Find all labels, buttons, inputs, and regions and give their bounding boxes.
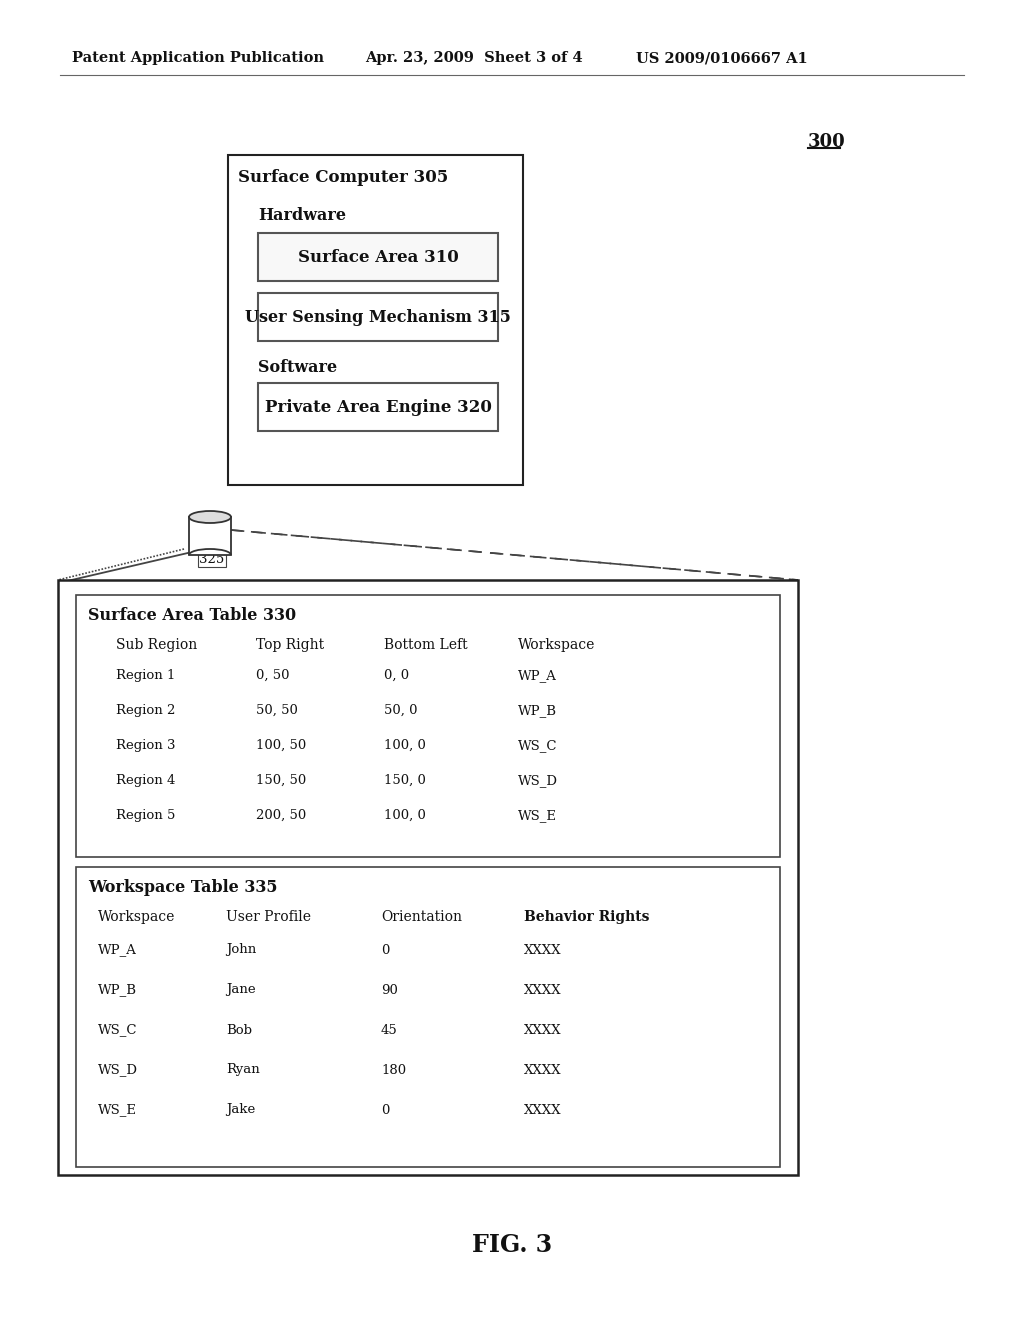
Text: 150, 50: 150, 50 <box>256 774 306 787</box>
Bar <box>189 517 231 554</box>
Text: WP_B: WP_B <box>98 983 137 997</box>
Text: Surface Computer 305: Surface Computer 305 <box>238 169 449 186</box>
Bar <box>258 234 498 281</box>
Text: Surface Area Table 330: Surface Area Table 330 <box>88 606 296 623</box>
Text: Workspace: Workspace <box>518 638 595 652</box>
Text: Behavior Rights: Behavior Rights <box>524 909 649 924</box>
Text: Jake: Jake <box>226 1104 255 1117</box>
Text: Sub Region: Sub Region <box>116 638 198 652</box>
Text: XXXX: XXXX <box>524 1104 561 1117</box>
Text: Ryan: Ryan <box>226 1064 260 1077</box>
Text: Workspace: Workspace <box>98 909 175 924</box>
Text: User Profile: User Profile <box>226 909 311 924</box>
Text: Bottom Left: Bottom Left <box>384 638 468 652</box>
Text: Surface Area 310: Surface Area 310 <box>298 248 459 265</box>
Text: WS_E: WS_E <box>98 1104 137 1117</box>
Text: Jane: Jane <box>226 983 256 997</box>
Text: WP_B: WP_B <box>518 704 557 717</box>
Text: Region 4: Region 4 <box>116 774 175 787</box>
Bar <box>58 579 798 1175</box>
Text: Hardware: Hardware <box>258 206 346 223</box>
Bar <box>228 154 523 484</box>
Text: Bob: Bob <box>226 1023 252 1036</box>
Text: 45: 45 <box>381 1023 397 1036</box>
Text: Region 1: Region 1 <box>116 669 175 682</box>
Text: FIG. 3: FIG. 3 <box>472 1233 552 1257</box>
Bar <box>258 293 498 341</box>
Text: XXXX: XXXX <box>524 944 561 957</box>
Text: US 2009/0106667 A1: US 2009/0106667 A1 <box>636 51 808 65</box>
Text: XXXX: XXXX <box>524 983 561 997</box>
Ellipse shape <box>189 511 231 523</box>
Text: 0, 50: 0, 50 <box>256 669 290 682</box>
Text: User Sensing Mechanism 315: User Sensing Mechanism 315 <box>245 309 511 326</box>
Text: 50, 50: 50, 50 <box>256 704 298 717</box>
Text: 325: 325 <box>200 553 224 566</box>
Text: 200, 50: 200, 50 <box>256 809 306 822</box>
Text: 100, 0: 100, 0 <box>384 809 426 822</box>
Text: 100, 0: 100, 0 <box>384 739 426 752</box>
Text: 0, 0: 0, 0 <box>384 669 410 682</box>
Text: 150, 0: 150, 0 <box>384 774 426 787</box>
Bar <box>76 867 780 1167</box>
Text: XXXX: XXXX <box>524 1064 561 1077</box>
Text: WP_A: WP_A <box>518 669 557 682</box>
Text: 50, 0: 50, 0 <box>384 704 418 717</box>
Text: Private Area Engine 320: Private Area Engine 320 <box>264 399 492 416</box>
Text: Region 5: Region 5 <box>116 809 175 822</box>
Text: WS_D: WS_D <box>98 1064 138 1077</box>
Text: 300: 300 <box>808 133 846 150</box>
Text: WS_D: WS_D <box>518 774 558 787</box>
Text: XXXX: XXXX <box>524 1023 561 1036</box>
Text: Apr. 23, 2009  Sheet 3 of 4: Apr. 23, 2009 Sheet 3 of 4 <box>365 51 583 65</box>
Text: 180: 180 <box>381 1064 407 1077</box>
Text: WP_A: WP_A <box>98 944 137 957</box>
Text: WS_E: WS_E <box>518 809 557 822</box>
Text: Patent Application Publication: Patent Application Publication <box>72 51 324 65</box>
Text: Region 3: Region 3 <box>116 739 175 752</box>
Text: 100, 50: 100, 50 <box>256 739 306 752</box>
Text: Top Right: Top Right <box>256 638 325 652</box>
Text: Orientation: Orientation <box>381 909 462 924</box>
Bar <box>258 383 498 432</box>
Text: 90: 90 <box>381 983 398 997</box>
Bar <box>76 595 780 857</box>
Text: Workspace Table 335: Workspace Table 335 <box>88 879 278 895</box>
Text: WS_C: WS_C <box>518 739 557 752</box>
Text: John: John <box>226 944 256 957</box>
Text: WS_C: WS_C <box>98 1023 137 1036</box>
Text: Software: Software <box>258 359 337 375</box>
Text: 0: 0 <box>381 944 389 957</box>
Text: Region 2: Region 2 <box>116 704 175 717</box>
Text: 0: 0 <box>381 1104 389 1117</box>
